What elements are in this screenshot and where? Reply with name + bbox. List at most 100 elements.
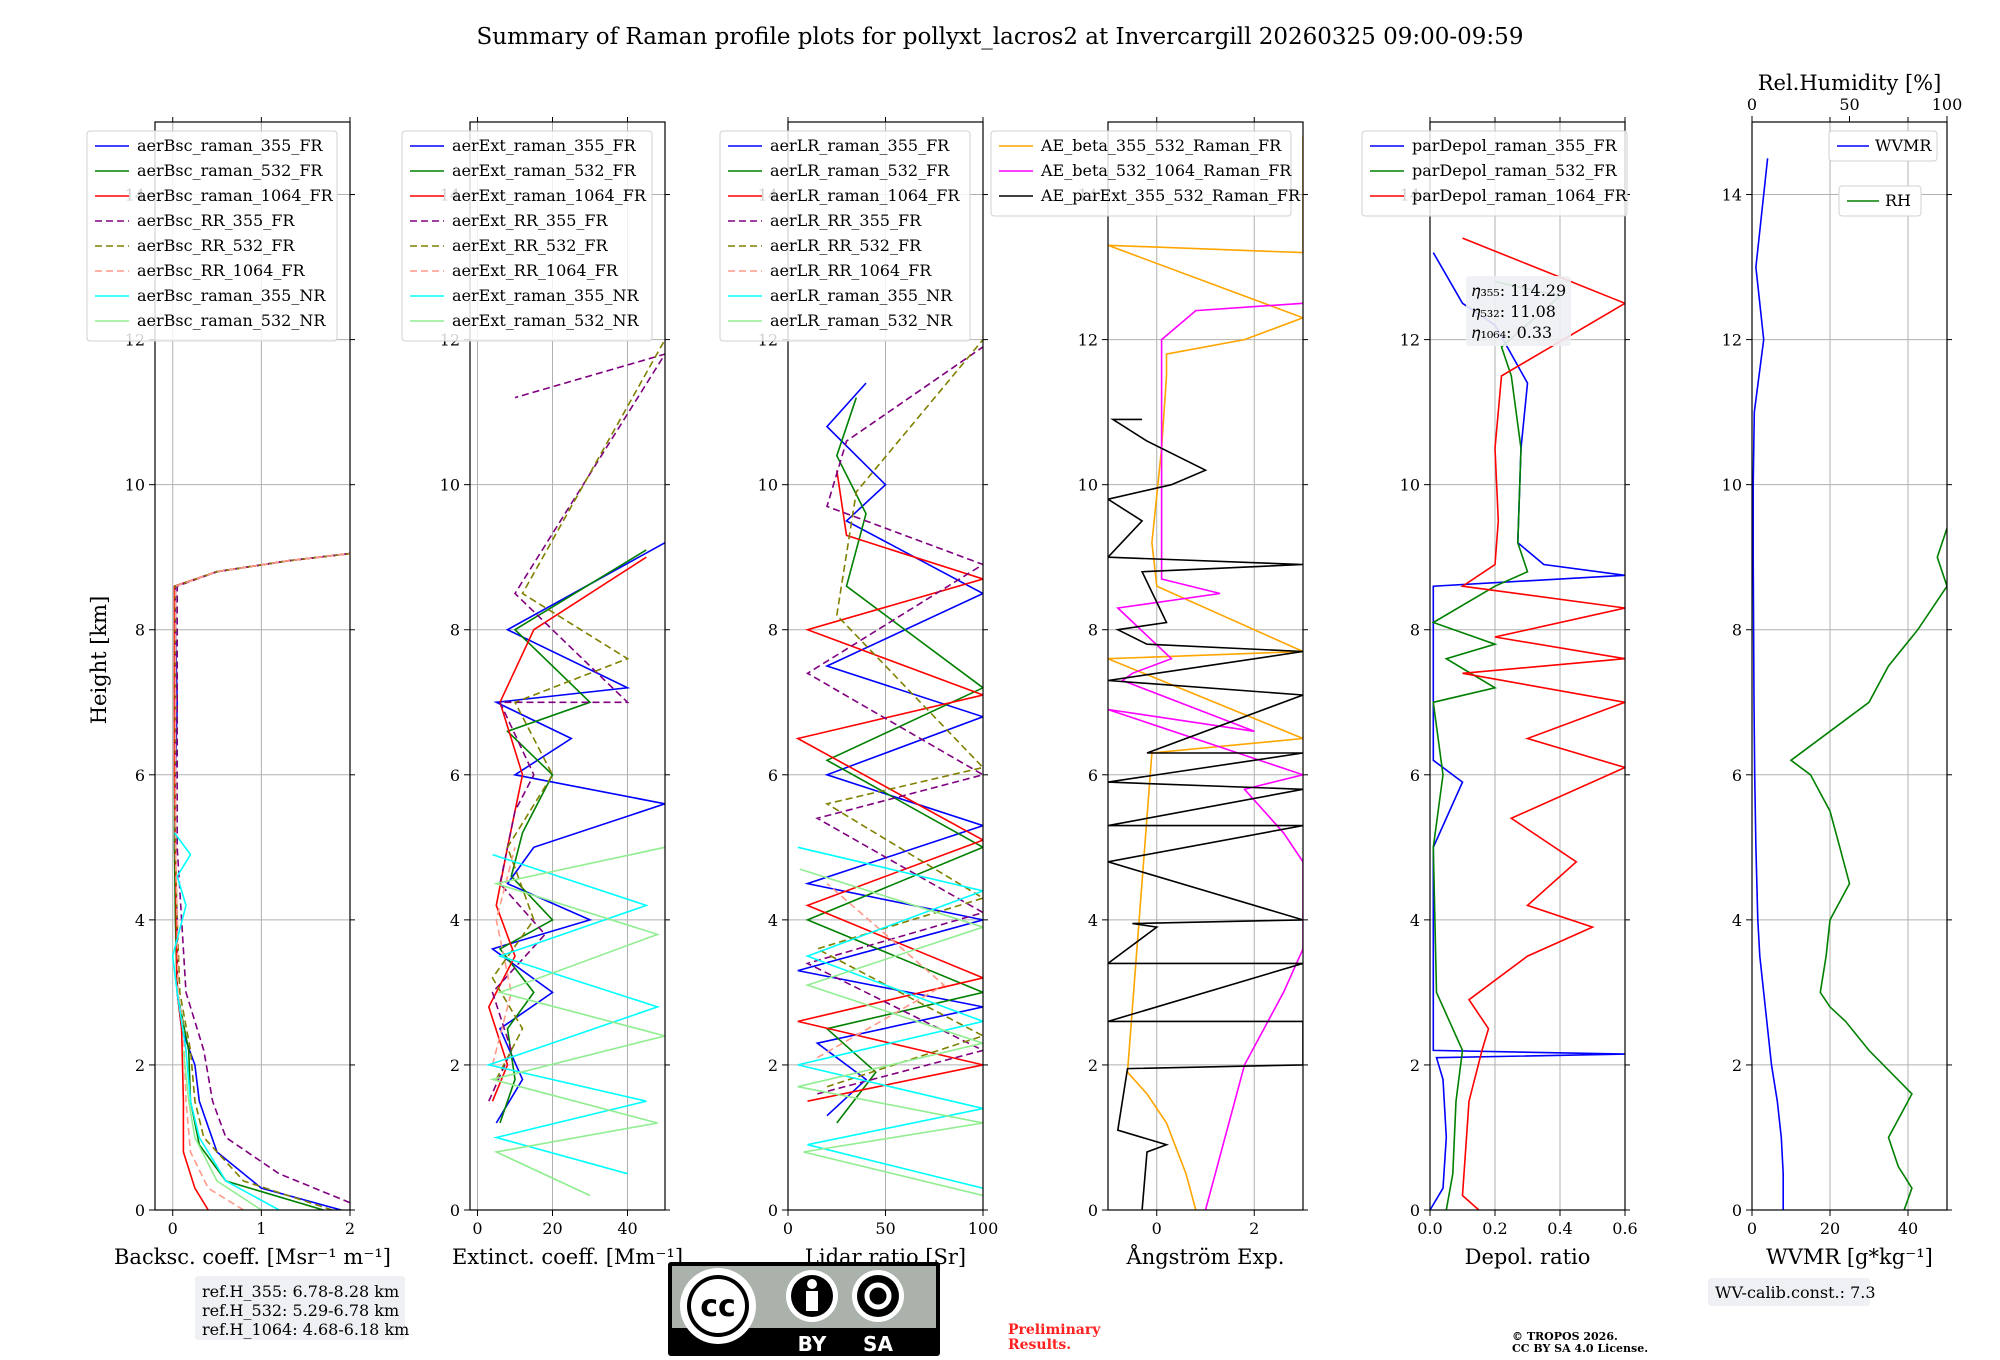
y-tick-label: 2 [1732,1056,1742,1075]
x-tick-label: 0.4 [1547,1219,1572,1238]
series-aerExt_raman_532_FR [498,549,647,1124]
axes-frame [1751,121,1948,1211]
series-aerLR_raman_1064_FR [795,470,983,1102]
series-aerExt_raman_355_NR [485,853,661,1175]
y-tick-label: 10 [1722,476,1742,495]
legend-box [990,130,1292,217]
legend-entry: aerExt_raman_532_NR [452,311,640,330]
legend-rh: RH [1838,185,1922,217]
series-aerBsc_raman_1064_FR [173,552,350,1210]
legend-entry: aerBsc_RR_355_FR [137,211,295,230]
series-AE_beta_355_532_Raman_FR [1108,136,1303,1210]
legend-entry: aerExt_raman_1064_FR [452,186,647,205]
legend-entry: aerBsc_raman_532_FR [137,161,323,180]
legend-entry: aerExt_raman_355_FR [452,136,637,155]
y-tick-label: 2 [1410,1056,1420,1075]
series-aerLR_RR_532_FR [815,339,983,1088]
panel-wv: 0 20 40 0 2 4 6 8 10 12 14 WVMR [g*kg⁻¹] 0 50 100Rel.H… [1708,71,1962,1306]
x-tick-label: 2 [345,1219,355,1238]
y-tick-label: 8 [450,621,460,640]
y-tick-label: 0 [1088,1201,1098,1220]
legend-entry: aerExt_raman_355_NR [452,286,640,305]
y-tick-label: 8 [1732,621,1742,640]
legend-entry: RH [1885,191,1911,210]
legend-entry: AE_beta_532_1064_Raman_FR [1040,161,1292,180]
y-tick-label: 6 [1732,766,1742,785]
y-tick-label: 4 [450,911,460,930]
x-tick-label: 0.0 [1417,1219,1442,1238]
panel-ae: 0202468101214Ångström Exp.AE_beta_355_53… [990,117,1308,1269]
legend-bsc: aerBsc_raman_355_FR aerBsc_raman_532_FRae… [86,130,338,342]
x-tick-label: 0 [472,1219,482,1238]
y-tick-label: 4 [768,911,778,930]
series-group [1108,136,1303,1210]
legend-ext: aerExt_raman_355_FR aerExt_raman_532_FRae… [401,130,653,342]
legend-entry: parDepol_raman_355_FR [1412,136,1618,155]
x-tick-label: 50 [875,1219,895,1238]
legend-lr: aerLR_raman_355_FR aerLR_raman_532_FR aerL… [719,130,971,342]
x-axis-label-depol: Depol. ratio [1465,1245,1591,1269]
legend-entry: aerLR_RR_532_FR [770,236,922,255]
y-tick-label: 0 [1410,1201,1420,1220]
legend-box [1361,130,1628,217]
y-tick-label: 10 [440,476,460,495]
preliminary-line-1: Preliminary [1008,1322,1101,1338]
legend-entry: aerBsc_raman_355_FR [137,136,323,155]
series-parDepol_raman_532_FR [1431,280,1562,1210]
axes-frame [469,121,666,1211]
wv-calib-box: WV-calib.const.: 7.3 [1708,1278,1876,1306]
axes-frame [1107,121,1304,1211]
x-tick-label: 0.2 [1482,1219,1507,1238]
y-tick-label: 0 [768,1201,778,1220]
x-tick-label: 0.6 [1612,1219,1637,1238]
legend-entry: aerLR_RR_355_FR [770,211,922,230]
legend-entry: aerExt_RR_355_FR [452,211,609,230]
x-tick-label: 20 [542,1219,562,1238]
y-axis-label: Height [km] [87,596,111,725]
cc-license-badge: cc BY SA [668,1262,940,1356]
y-tick-label: 4 [1410,911,1420,930]
panel-depol: 0.00.20.40.602468101214Depol. ratioparDe… [1361,117,1638,1269]
y-tick-label: 8 [135,621,145,640]
series-aerLR_RR_1064_FR [816,882,946,1059]
legend-entry: aerBsc_RR_1064_FR [137,261,306,280]
x-tick-label: 0 [168,1219,178,1238]
x-tick-label: 2 [1249,1219,1259,1238]
legend-entry: aerLR_raman_532_NR [770,311,953,330]
series-group [171,552,350,1210]
panel-ext: 0204002468101214Extinct. coeff. [Mm⁻¹]ae… [401,117,683,1269]
series-parDepol_raman_1064_FR [1460,237,1625,1210]
legend-entry: aerExt_RR_1064_FR [452,261,619,280]
y-tick-label: 10 [125,476,145,495]
legend-entry: WVMR [1875,136,1932,155]
legend-entry: aerExt_RR_532_FR [452,236,609,255]
series-aerExt_raman_355_FR [490,541,665,1124]
ref-height-355: ref.H_355: 6.78-8.28 km [202,1282,399,1301]
y-tick-label: 8 [1088,621,1098,640]
legend-wvmr: WVMR [1828,130,1938,162]
legend-box [86,130,338,342]
y-tick-label: 10 [758,476,778,495]
series-aerBsc_raman_532_FR [173,552,350,1210]
legend-box [401,130,653,342]
series-aerLR_RR_355_FR [805,346,983,1095]
eta-box: 𝜂₃₅₅: 114.29 𝜂₅₃₂: 11.08 𝜂₁₀₆₄: 0.33 [1466,276,1571,346]
top-x-tick-label: 50 [1839,95,1859,114]
y-tick-label: 4 [1088,911,1098,930]
x-tick-label: 0 [783,1219,793,1238]
panel-lr: 05010002468101214Lidar ratio [Sr]aerLR_r… [719,117,998,1269]
series-AE_beta_532_1064_Raman_FR [1108,302,1303,1210]
series-AE_parExt_355_532_Raman_FR [1108,418,1303,1210]
series-aerBsc_raman_355_FR [173,552,350,1210]
y-tick-label: 2 [1088,1056,1098,1075]
x-tick-label: 0 [1747,1219,1757,1238]
legend-entry: aerLR_raman_355_FR [770,136,950,155]
y-tick-label: 6 [768,766,778,785]
legend-entry: aerLR_raman_355_NR [770,286,953,305]
y-tick-label: 12 [1400,331,1420,350]
top-x-axis-label: Rel.Humidity [%] [1758,71,1942,95]
x-axis-label-ext: Extinct. coeff. [Mm⁻¹] [452,1245,683,1269]
y-tick-label: 0 [1732,1201,1742,1220]
series-group [1430,237,1625,1210]
x-tick-label: 40 [1898,1219,1918,1238]
